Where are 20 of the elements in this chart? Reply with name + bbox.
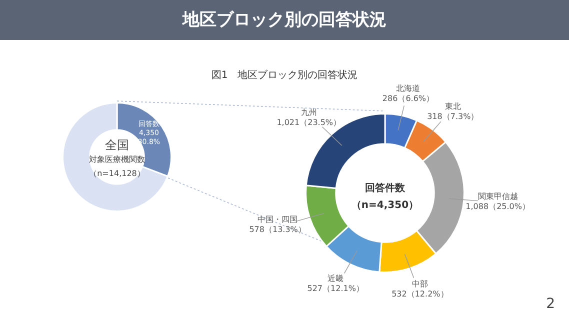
data-label: 532（12.2%）	[392, 289, 448, 298]
text: （n=14,128）	[88, 168, 146, 180]
slice-label: 近畿	[328, 274, 344, 284]
text: 地区ブロック別の回答状況	[0, 0, 569, 40]
text: （n=4,350）	[350, 199, 420, 213]
data-label: 318（7.3%）	[427, 112, 479, 122]
slice-label: 関東甲信越	[478, 192, 518, 201]
text: 対象医療機関数	[88, 154, 146, 166]
text: 図1 地区ブロック別の回答状況	[210, 68, 359, 82]
text: 全国	[105, 138, 129, 152]
slice-label: 北海道	[396, 84, 420, 93]
slice-label: 九州	[300, 108, 317, 118]
data-label: 527（12.1%）	[307, 284, 364, 294]
data-label: 1,021（23.5%）	[276, 118, 342, 128]
slice-label: 中部	[412, 279, 428, 288]
text: 2	[546, 296, 555, 312]
data-label: 1,088（25.0%）	[466, 202, 530, 211]
slice-label: 東北	[444, 102, 461, 112]
data-label: 286（6.6%）	[382, 94, 434, 103]
text: 回答件数	[364, 182, 406, 196]
